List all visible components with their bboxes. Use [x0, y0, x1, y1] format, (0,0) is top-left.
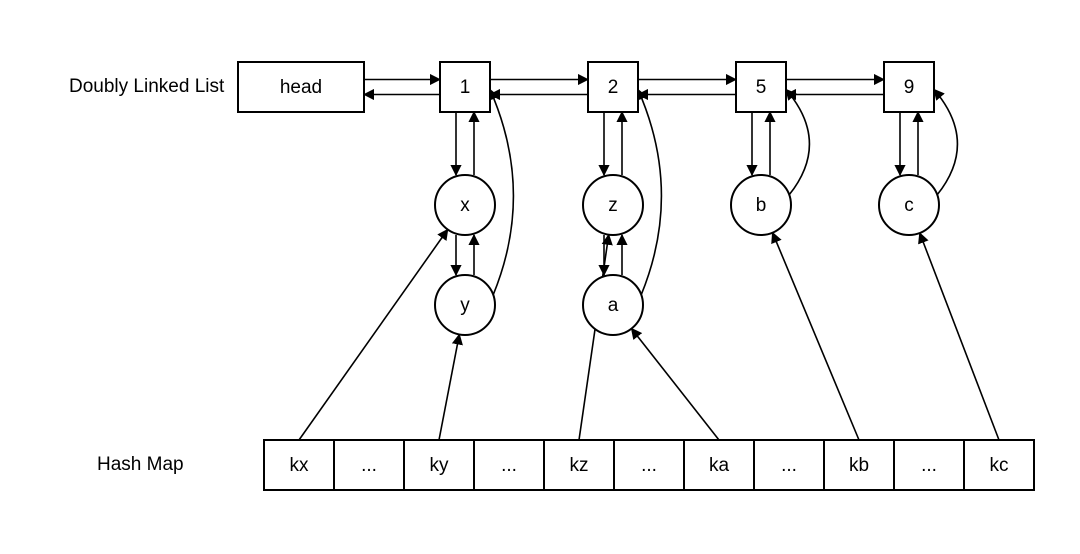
hash-cell-label-6: ka	[709, 455, 730, 476]
shapes-layer: head 1 2 5 9 x y z a b c kx... ky... kz... ka... kb... k…	[238, 62, 1034, 490]
edge	[934, 90, 957, 195]
chain-node-label-x: x	[460, 195, 470, 216]
hash-cell-label-8: kb	[849, 455, 869, 476]
hash-cell-label-5: ...	[641, 455, 657, 476]
dll-node-label-n2: 2	[608, 77, 619, 98]
hash-cell-label-4: kz	[570, 455, 589, 476]
edge	[638, 90, 661, 295]
edge	[632, 329, 719, 440]
chain-node-label-a: a	[608, 295, 619, 316]
edge	[786, 90, 809, 195]
chain-node-label-y: y	[460, 295, 470, 316]
dll-node-label-n9: 9	[904, 77, 915, 98]
dll-title: Doubly Linked List	[69, 76, 225, 97]
edge	[439, 334, 459, 440]
hash-cell-label-2: ky	[430, 455, 450, 476]
chain-node-label-b: b	[756, 195, 767, 216]
edge	[579, 235, 609, 440]
chain-node-label-z: z	[608, 195, 618, 216]
edges-layer	[299, 80, 999, 441]
dll-node-label-n1: 1	[460, 77, 471, 98]
edge	[773, 233, 859, 440]
hash-cell-label-9: ...	[921, 455, 937, 476]
edge	[490, 90, 513, 295]
dll-node-label-head: head	[280, 77, 322, 98]
chain-node-label-c: c	[904, 195, 914, 216]
hash-cell-label-0: kx	[290, 455, 310, 476]
dll-node-label-n5: 5	[756, 77, 767, 98]
hash-cell-label-7: ...	[781, 455, 797, 476]
hashmap-title: Hash Map	[97, 454, 184, 475]
hash-cell-label-10: kc	[990, 455, 1009, 476]
edge	[299, 230, 448, 440]
edge	[920, 233, 999, 440]
hash-cell-label-1: ...	[361, 455, 377, 476]
hash-cell-label-3: ...	[501, 455, 517, 476]
